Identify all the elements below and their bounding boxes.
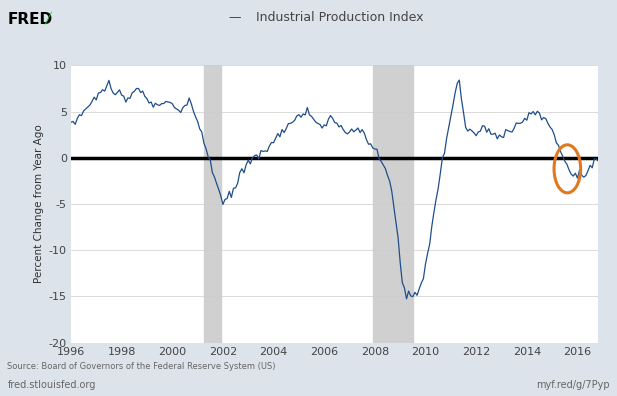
Bar <box>204 65 221 343</box>
Text: ╱: ╱ <box>44 11 51 24</box>
Text: —: — <box>228 11 241 24</box>
Text: myf.red/g/7Pyp: myf.red/g/7Pyp <box>536 380 610 390</box>
Text: Industrial Production Index: Industrial Production Index <box>255 11 423 24</box>
Text: Source: Board of Governors of the Federal Reserve System (US): Source: Board of Governors of the Federa… <box>7 362 276 371</box>
Text: FRED: FRED <box>7 12 52 27</box>
Text: fred.stlouisfed.org: fred.stlouisfed.org <box>7 380 96 390</box>
Y-axis label: Percent Change from Year Ago: Percent Change from Year Ago <box>35 125 44 283</box>
Bar <box>373 65 413 343</box>
